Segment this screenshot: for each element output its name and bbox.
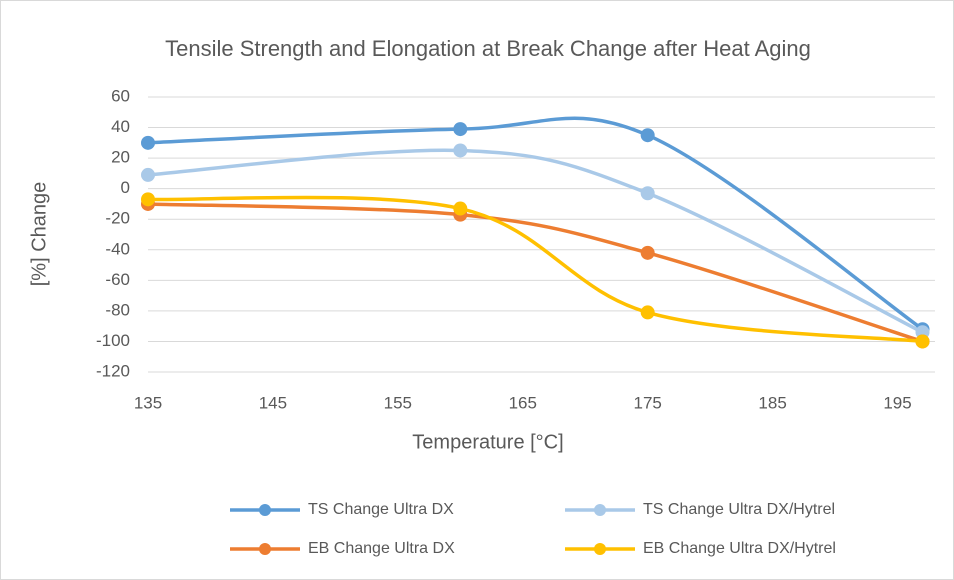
legend-label: TS Change Ultra DX/Hytrel	[643, 501, 835, 518]
x-tick-label: 195	[883, 393, 911, 412]
y-tick-label: 60	[111, 86, 130, 105]
data-point	[640, 305, 655, 320]
legend-label: EB Change Ultra DX	[308, 540, 455, 557]
legend-marker	[594, 504, 606, 516]
series-line	[147, 202, 924, 344]
legend-label: TS Change Ultra DX	[308, 501, 454, 518]
data-point	[453, 122, 468, 137]
x-axis-label: Temperature [°C]	[412, 431, 563, 453]
x-tick-label: 145	[259, 393, 287, 412]
y-tick-label: -20	[105, 209, 130, 228]
series-line	[147, 195, 923, 344]
data-point	[141, 135, 155, 150]
y-tick-label: -40	[105, 239, 130, 258]
y-tick-label: 20	[111, 148, 130, 167]
series-line	[147, 116, 924, 331]
y-tick-label: -60	[105, 270, 130, 289]
y-tick-label: 40	[111, 117, 130, 136]
data-point	[915, 334, 930, 349]
data-point	[453, 201, 468, 216]
legend-marker	[259, 504, 271, 516]
x-tick-label: 165	[509, 393, 537, 412]
series-line	[147, 148, 924, 334]
legend-marker	[594, 543, 606, 555]
y-tick-label: -120	[96, 361, 130, 380]
y-tick-label: -100	[96, 331, 130, 350]
y-tick-label: -80	[105, 300, 130, 319]
legend-label: EB Change Ultra DX/Hytrel	[643, 540, 836, 557]
data-point	[141, 167, 155, 182]
legend-marker	[259, 543, 271, 555]
data-point	[453, 143, 468, 158]
chart-title: Tensile Strength and Elongation at Break…	[165, 36, 811, 61]
x-tick-label: 175	[633, 393, 661, 412]
data-point	[640, 128, 655, 143]
x-tick-label: 155	[384, 393, 412, 412]
data-point	[640, 245, 655, 260]
y-axis-label: [%] Change	[28, 182, 50, 287]
x-tick-label: 185	[758, 393, 786, 412]
x-tick-label: 135	[134, 393, 162, 412]
data-point	[640, 186, 655, 201]
data-point	[141, 192, 155, 207]
y-tick-label: 0	[121, 178, 130, 197]
